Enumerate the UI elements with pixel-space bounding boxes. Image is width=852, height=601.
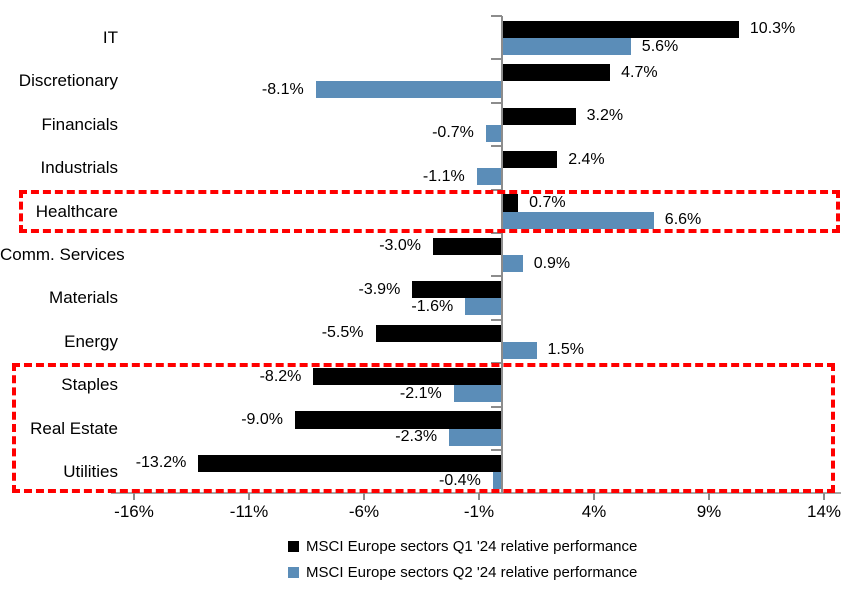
x-axis-tick-label: -6% [348,502,380,521]
value-label: 6.6% [664,211,702,229]
bar-q2 [502,254,523,273]
category-axis-tick [491,15,502,17]
category-axis-tick [491,275,502,278]
bar-q2 [476,168,502,186]
category-label: Utilities [63,462,118,481]
value-label: 0.9% [533,254,571,272]
value-label: -0.7% [432,124,474,142]
category-axis-tick [491,318,502,321]
category-label: Healthcare [35,201,118,221]
category-label: Real Estate [30,418,118,438]
value-label: -0.4% [439,471,481,489]
x-axis-tick-label: -11% [229,502,269,521]
x-axis-tick [478,493,480,501]
legend-label: MSCI Europe sectors Q1 '24 relative perf… [306,537,638,555]
value-label: -3.0% [379,237,421,255]
bar-q2 [502,37,631,56]
value-label: 1.5% [547,341,584,359]
bar-q2 [315,81,502,99]
value-label: 10.3% [749,20,796,38]
bar-q1 [502,194,519,212]
x-axis-tick-label: 9% [696,502,722,521]
bar-q2 [465,298,502,316]
bar-q2 [492,471,502,490]
value-label: -1.1% [422,167,465,185]
x-axis-tick-label: -1% [463,502,495,521]
legend-label: MSCI Europe sectors Q2 '24 relative perf… [306,563,638,581]
x-axis-tick [708,493,710,501]
value-label: -13.2% [135,454,187,472]
highlight-box-defensives [12,363,835,494]
category-axis-tick [491,449,502,451]
category-axis-tick [491,101,502,104]
category-axis-tick [491,232,502,234]
bar-q1 [412,281,502,299]
bar-q1 [295,411,502,429]
bar-q1 [198,454,502,472]
bar-q2 [502,211,654,229]
category-label: Staples [61,375,118,395]
x-axis-tick-label: 4% [581,502,607,521]
category-label: Financials [41,114,118,134]
y-axis-line [501,16,503,494]
x-axis-tick-label: -16% [114,502,154,521]
bar-q1 [502,107,576,125]
category-axis-tick [491,405,502,408]
value-label: -2.1% [399,384,442,402]
bar-q1 [375,324,502,342]
bar-q2 [485,124,502,142]
bar-q2 [453,385,502,403]
category-axis-tick [491,145,502,148]
x-axis-line [111,492,841,495]
value-label: 2.4% [568,150,605,168]
legend-item-q1: MSCI Europe sectors Q1 '24 relative perf… [288,537,637,555]
x-axis-tick [133,493,135,501]
category-label: Materials [49,288,118,308]
value-label: 4.7% [621,63,658,81]
value-label: -1.6% [411,297,454,315]
highlight-box-healthcare [19,189,840,233]
value-label: -5.5% [321,324,364,342]
legend-marker-icon [288,540,299,552]
bar-q1 [502,151,558,169]
value-label: -2.3% [395,428,438,446]
bar-q1 [502,20,739,38]
category-axis-tick [491,58,502,61]
legend-marker-icon [288,566,299,578]
bar-q2 [449,428,502,446]
value-label: 0.7% [529,194,566,211]
value-label: 3.2% [586,107,624,125]
x-axis-tick-label: 14% [806,502,842,521]
category-label: Energy [64,331,118,351]
x-axis-tick [593,493,595,501]
category-label: Industrials [40,158,118,178]
value-label: -8.2% [259,367,302,385]
category-label: IT [102,28,118,47]
value-label: -8.1% [261,80,304,98]
legend-item-q2: MSCI Europe sectors Q2 '24 relative perf… [288,563,637,581]
x-axis-tick [248,493,250,501]
bar-q1 [433,237,502,255]
x-axis-tick [823,493,825,501]
bar-q1 [502,64,611,82]
value-label: -3.9% [358,280,401,298]
category-label: Comm. Services [0,245,125,264]
x-axis-tick [363,493,365,501]
value-label: 5.6% [641,37,679,55]
bar-q2 [502,341,537,359]
bar-q1 [313,368,502,386]
category-label: Discretionary [18,71,118,91]
value-label: -9.0% [241,411,283,428]
